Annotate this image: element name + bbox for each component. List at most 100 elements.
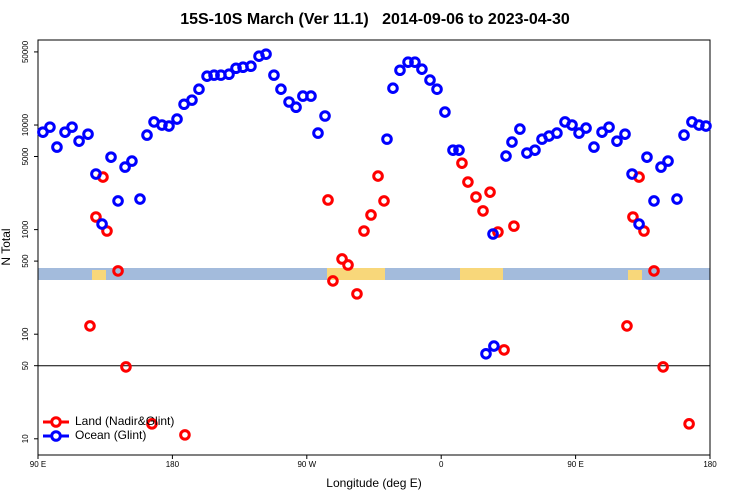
point — [372, 170, 384, 182]
land-band — [92, 270, 106, 280]
x-axis-label: Longitude (deg E) — [326, 476, 421, 490]
y-tick-label: 50 — [21, 361, 30, 370]
point — [416, 63, 428, 75]
point — [484, 186, 496, 198]
point — [171, 113, 183, 125]
land-band — [628, 270, 642, 280]
point — [678, 129, 690, 141]
point — [671, 193, 683, 205]
point — [96, 218, 108, 230]
land-band — [327, 268, 385, 280]
point — [506, 136, 518, 148]
point — [626, 168, 638, 180]
point — [447, 144, 459, 156]
point — [633, 218, 645, 230]
point — [126, 155, 138, 167]
legend-label: Land (Nadir&Glint) — [75, 414, 174, 428]
point — [453, 144, 465, 156]
point — [134, 193, 146, 205]
point — [223, 68, 235, 81]
point — [268, 69, 280, 81]
point — [641, 151, 653, 163]
point — [141, 129, 153, 141]
point — [44, 121, 56, 133]
series — [84, 157, 695, 441]
point — [51, 141, 63, 153]
point — [342, 259, 354, 271]
point — [327, 275, 339, 287]
point — [611, 135, 623, 147]
x-tick-label: 0 — [439, 460, 444, 469]
point — [84, 320, 96, 332]
point — [90, 168, 102, 180]
point — [322, 194, 334, 206]
x-tick-label: 180 — [166, 460, 180, 469]
point — [365, 209, 377, 221]
y-tick-label: 500 — [21, 254, 30, 268]
point — [319, 110, 331, 122]
point — [305, 90, 317, 102]
point — [387, 82, 399, 94]
point — [700, 120, 712, 132]
point — [648, 265, 660, 277]
point — [90, 211, 102, 223]
point — [290, 101, 302, 114]
point — [488, 340, 500, 352]
point — [119, 161, 131, 173]
point — [480, 347, 492, 360]
point — [66, 121, 78, 133]
point — [529, 144, 541, 156]
point — [588, 141, 600, 153]
chart-title: 15S-10S March (Ver 11.1) 2014-09-06 to 2… — [180, 11, 570, 28]
point — [245, 60, 257, 73]
y-tick-label: 1000 — [21, 220, 30, 238]
point — [648, 195, 660, 207]
point — [580, 122, 592, 134]
point — [662, 155, 674, 167]
point — [456, 157, 468, 169]
x-tick-label: 90 E — [567, 460, 583, 469]
point — [186, 94, 198, 106]
x-tick-label: 180 — [703, 460, 717, 469]
point — [120, 361, 132, 373]
point — [378, 195, 390, 207]
legend-marker — [50, 416, 62, 428]
point — [283, 96, 295, 108]
y-axis-label: N Total — [0, 228, 13, 265]
y-tick-label: 5000 — [21, 147, 30, 165]
point — [566, 119, 578, 131]
plot-frame — [37, 39, 711, 456]
point — [208, 69, 220, 81]
point — [424, 74, 436, 86]
point — [394, 64, 406, 77]
point — [105, 151, 117, 163]
point — [487, 228, 499, 240]
point — [336, 253, 348, 265]
legend-label: Ocean (Glint) — [75, 428, 146, 442]
y-tick-label: 10 — [21, 434, 30, 443]
series — [37, 48, 712, 360]
x-tick-label: 90 E — [30, 460, 46, 469]
point — [358, 225, 370, 237]
point — [193, 83, 205, 96]
point — [351, 288, 363, 300]
y-tick-label: 100 — [21, 327, 30, 341]
point — [621, 320, 633, 332]
point — [551, 127, 563, 139]
point — [82, 128, 94, 140]
point — [402, 56, 414, 68]
point — [112, 195, 124, 207]
point — [508, 220, 520, 232]
point — [470, 191, 482, 203]
point — [409, 56, 421, 68]
point — [312, 127, 324, 139]
land-band — [460, 268, 503, 280]
y-tick-label: 50000 — [21, 40, 30, 63]
point — [498, 344, 510, 356]
point — [683, 418, 695, 430]
point — [439, 106, 451, 118]
point — [146, 418, 158, 430]
